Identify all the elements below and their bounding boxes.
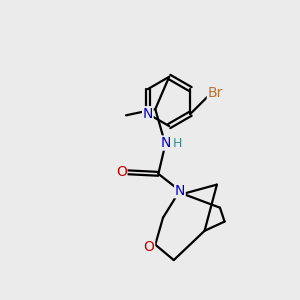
Text: Br: Br: [207, 86, 223, 100]
Text: O: O: [144, 240, 154, 254]
Text: N: N: [161, 136, 171, 150]
Text: N: N: [142, 107, 153, 121]
Text: O: O: [116, 165, 127, 179]
Text: H: H: [173, 136, 182, 149]
Text: N: N: [175, 184, 185, 198]
